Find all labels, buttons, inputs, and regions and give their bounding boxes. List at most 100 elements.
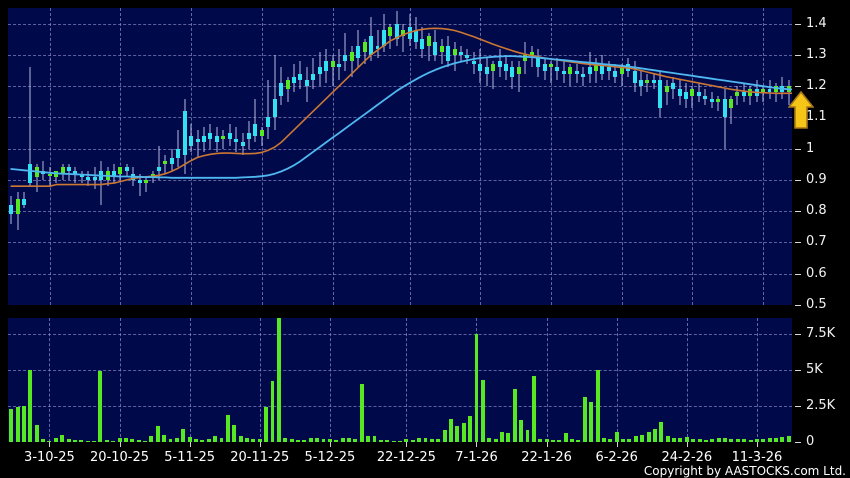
candlestick: [568, 8, 573, 305]
candlestick: [478, 8, 483, 305]
candle-body-down: [613, 70, 618, 77]
candlestick: [555, 8, 560, 305]
price-chart-panel[interactable]: [8, 8, 792, 305]
buy-arrow-marker: [788, 90, 814, 129]
date-tick: [259, 442, 261, 447]
date-gridline: [616, 318, 618, 442]
volume-chart-panel[interactable]: [8, 318, 792, 442]
candle-body-up: [15, 198, 20, 215]
candlestick: [163, 8, 168, 305]
candle-body-down: [671, 83, 676, 90]
candle-body-down: [703, 95, 708, 99]
candle-body-up: [452, 48, 457, 55]
volume-bar: [372, 436, 377, 442]
price-tick: [795, 54, 801, 56]
candle-body-down: [504, 64, 508, 71]
date-tick: [49, 442, 51, 447]
price-gridline: [8, 211, 792, 213]
candle-wick: [377, 29, 378, 58]
volume-gridline: [8, 405, 792, 407]
volume-bar: [98, 371, 103, 442]
volume-bar: [353, 439, 358, 442]
volume-bar: [500, 431, 504, 442]
candle-body-down: [304, 79, 309, 87]
candle-body-down: [298, 73, 303, 80]
candlestick: [426, 8, 431, 305]
candlestick: [221, 8, 226, 305]
candlestick: [394, 8, 399, 305]
volume-bar: [321, 439, 326, 442]
candle-body-down: [182, 111, 187, 155]
candle-body-down: [41, 170, 46, 174]
candlestick: [41, 8, 46, 305]
volume-bar: [774, 437, 779, 442]
candlestick: [253, 8, 258, 305]
candlestick: [613, 8, 618, 305]
candle-body-down: [414, 29, 419, 43]
candlestick: [401, 8, 406, 305]
candle-wick: [518, 61, 520, 93]
candlestick: [626, 8, 631, 305]
candlestick: [542, 8, 547, 305]
candle-wick: [344, 33, 346, 71]
volume-bar: [474, 333, 479, 442]
volume-bar: [703, 440, 708, 442]
candle-body-up: [330, 61, 335, 68]
candle-body-up: [523, 54, 528, 62]
candle-wick: [274, 54, 276, 130]
candle-wick: [332, 54, 334, 87]
price-tick: [795, 242, 801, 244]
volume-bar: [640, 434, 645, 442]
candlestick: [47, 8, 52, 305]
volume-bar: [735, 439, 740, 442]
volume-bar: [219, 437, 224, 442]
volume-bar: [340, 437, 345, 442]
volume-tick: [795, 442, 801, 443]
volume-gridline: [8, 369, 792, 371]
volume-bar: [181, 429, 186, 442]
candle-body-down: [240, 142, 245, 146]
date-tick-label: 5-12-25: [304, 450, 356, 465]
volume-bar: [563, 433, 568, 442]
candlestick: [484, 8, 489, 305]
candlestick: [696, 8, 701, 305]
candle-body-up: [144, 179, 149, 184]
volume-bar: [697, 439, 702, 442]
volume-bar: [449, 418, 453, 442]
candle-body-up: [716, 98, 721, 102]
volume-bar: [627, 439, 632, 442]
candlestick: [381, 8, 386, 305]
volume-bar: [595, 369, 600, 442]
candle-wick: [582, 67, 584, 87]
candle-body-down: [291, 76, 296, 84]
price-tick-label: 0.7: [806, 234, 827, 250]
candle-body-down: [780, 86, 785, 93]
candle-wick: [608, 61, 610, 80]
volume-bar: [366, 435, 371, 442]
volume-bar: [436, 439, 441, 442]
candlestick: [356, 8, 361, 305]
candle-body-down: [510, 67, 515, 77]
candlestick: [414, 8, 419, 305]
candlestick: [632, 8, 637, 305]
volume-bar: [257, 439, 262, 442]
candlestick: [703, 8, 708, 305]
volume-bar: [104, 439, 109, 442]
candle-body-down: [214, 136, 219, 143]
candle-body-down: [741, 92, 746, 96]
volume-bar: [21, 405, 26, 442]
volume-bar: [608, 439, 613, 442]
candlestick: [246, 8, 251, 305]
date-tick: [329, 442, 331, 447]
volume-bar: [767, 437, 772, 442]
date-tick-label: 7-1-26: [455, 450, 498, 465]
volume-bar: [455, 426, 460, 442]
candlestick: [112, 8, 116, 305]
candle-body-down: [112, 170, 116, 177]
volume-bar: [550, 439, 555, 442]
price-tick: [795, 148, 801, 150]
volume-bar: [461, 423, 466, 442]
candle-body-up: [259, 129, 264, 137]
candlestick: [420, 8, 425, 305]
